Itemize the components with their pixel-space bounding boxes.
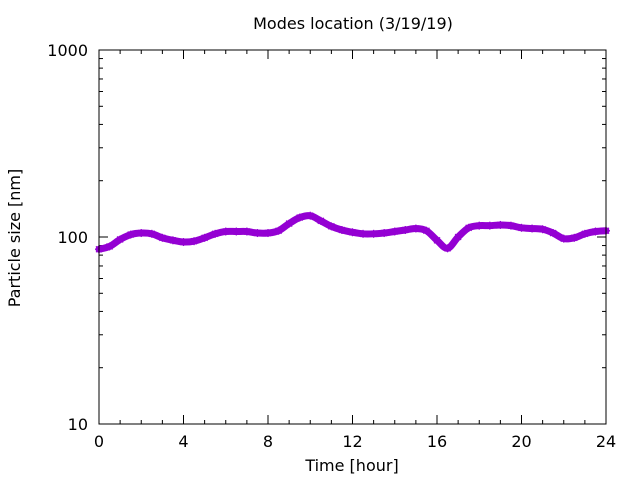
data-point [337,226,346,235]
y-axis-label: Particle size [nm] [5,169,24,308]
chart-title: Modes location (3/19/19) [253,14,453,33]
data-point [390,227,399,236]
data-point [369,229,378,238]
data-point [496,220,505,229]
data-point [411,224,420,233]
y-tick-label: 1000 [47,41,88,60]
axis-ticks [98,49,607,425]
data-point [221,227,230,236]
data-point [253,229,262,238]
x-tick-label: 20 [511,432,531,451]
data-point [147,229,156,238]
data-point [433,236,441,245]
data-point [528,224,537,233]
tick-labels: 0 4 8 12 16 20 24 10 100 1000 [47,41,616,451]
data-point [401,226,410,235]
data-point [422,226,431,235]
data-point [295,213,304,222]
data-point [190,237,199,246]
data-point [359,229,368,238]
y-tick-label: 100 [57,228,88,247]
data-point [506,221,515,230]
data-point [475,221,484,230]
x-tick-label: 0 [94,432,104,451]
data-point [327,222,336,231]
data-point [443,244,452,253]
x-tick-label: 12 [342,432,362,451]
data-point [168,236,177,245]
x-axis-label: Time [hour] [304,456,398,475]
data-point [264,229,272,238]
data-point [158,233,167,242]
data-point [454,233,463,241]
data-point [274,226,283,235]
data-point [549,229,558,238]
data-point [285,219,294,228]
data-point [538,225,547,234]
data-point [105,242,114,251]
x-tick-label: 24 [596,432,616,451]
data-point [580,229,589,238]
plot-frame [98,49,607,425]
data-point [179,238,188,247]
data-point [464,223,473,232]
x-tick-label: 4 [178,432,188,451]
data-point [137,229,146,238]
x-tick-label: 16 [427,432,447,451]
data-point [348,228,357,237]
data-point [316,216,325,225]
y-tick-label: 10 [68,415,88,434]
data-point [200,233,209,242]
data-point [517,223,526,232]
data-point [559,234,568,243]
data-point [116,235,125,244]
data-point [126,230,135,239]
x-tick-label: 8 [263,432,273,451]
data-point [380,229,389,238]
data-point [570,233,579,242]
data-point [232,227,241,236]
series-layer [95,211,610,254]
data-point [211,229,220,238]
data-point [242,227,251,236]
data-point [485,221,494,230]
data-point [306,211,315,220]
data-point [591,227,600,236]
